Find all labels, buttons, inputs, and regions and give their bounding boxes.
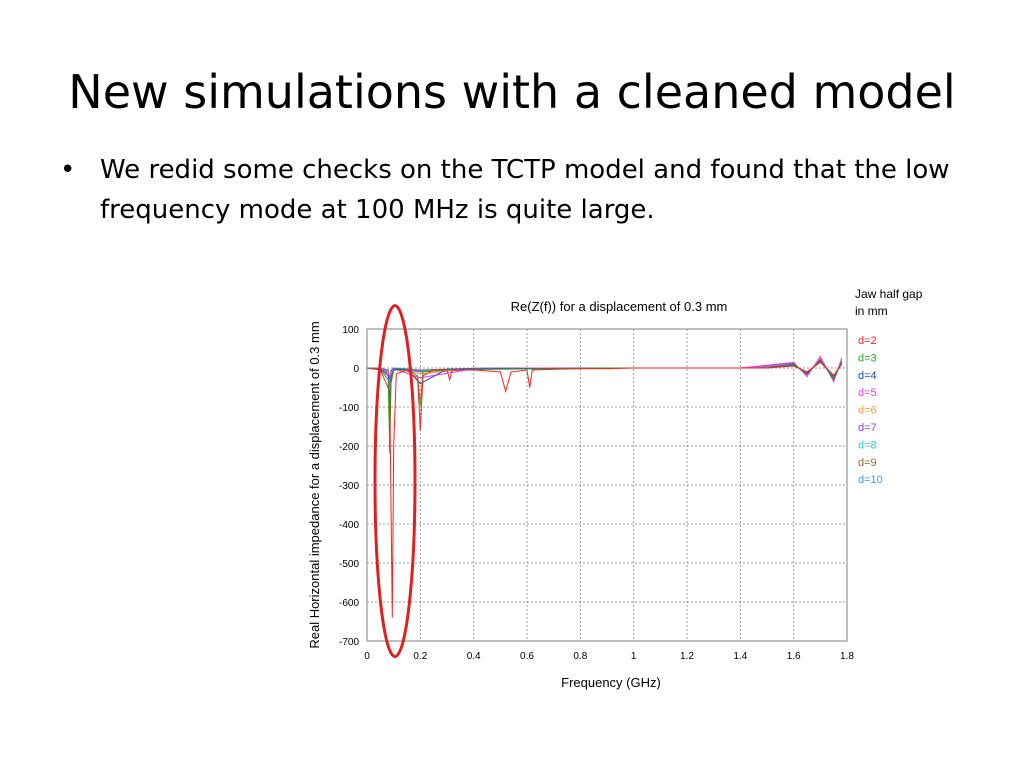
series-line [366,361,843,618]
y-tick-label: -100 [339,403,359,414]
bullet-marker: • [60,155,76,185]
x-tick-label: 1 [631,651,637,662]
x-tick-labels: 0 0.2 0.4 0.6 0.8 1 1.2 1.4 1.6 1.8 [364,651,854,662]
y-axis-label: Real Horizontal impedance for a displace… [307,321,322,648]
legend-entry: d=2 [858,335,877,347]
legend-entry: d=8 [858,439,877,451]
bullet-text: We redid some checks on the TCTP model a… [100,155,950,225]
x-tick-label: 0.4 [467,651,481,662]
y-tick-label: 0 [353,364,359,375]
legend-entry: d=5 [858,387,877,399]
x-tick-label: 1.2 [680,651,694,662]
x-tick-label: 0 [364,651,370,662]
legend-entry: d=9 [858,457,877,469]
y-tick-label: -700 [339,637,359,648]
y-tick-labels: 100 0 -100 -200 -300 -400 -500 -600 -700 [339,325,359,648]
highlight-ellipse [373,304,417,659]
legend-entry: d=10 [858,474,883,486]
legend-title-line-2: in mm [855,304,888,318]
legend-title-line-1: Jaw half gap [855,287,923,301]
y-tick-label: 100 [342,325,359,336]
plot-area: 100 0 -100 -200 -300 -400 -500 -600 -700 0 0.2 0.4… [339,304,854,662]
y-tick-label: -200 [339,442,359,453]
y-tick-label: -300 [339,481,359,492]
y-tick-label: -500 [339,559,359,570]
legend-entry: d=6 [858,405,877,417]
legend-entry: d=3 [858,352,877,364]
x-tick-label: 1.8 [840,651,854,662]
x-tick-label: 1.4 [733,651,747,662]
chart-title: Re(Z(f)) for a displacement of 0.3 mm [511,299,728,314]
impedance-chart: 100 0 -100 -200 -300 -400 -500 -600 -700 0 0.2 0.4… [307,287,923,690]
x-tick-label: 1.6 [787,651,801,662]
plot-border [366,328,848,642]
legend-entries: d=2 d=3 d=4 d=5 d=6 d=7 d=8 d=9 d=10 [858,335,883,486]
legend-entry: d=7 [858,422,877,434]
legend-entry: d=4 [858,370,877,382]
x-tick-label: 0.8 [573,651,587,662]
grid-lines [367,329,847,641]
bullet-list: • We redid some checks on the TCTP model… [60,150,960,230]
x-tick-label: 0.2 [413,651,427,662]
x-tick-label: 0.6 [520,651,534,662]
legend: Jaw half gap in mm d=2 d=3 d=4 d=5 d=6 d=7 d=8… [855,287,923,486]
y-tick-label: -400 [339,520,359,531]
x-axis-label: Frequency (GHz) [561,675,661,690]
slide-title: New simulations with a cleaned model [68,65,956,119]
series-lines [366,355,843,618]
bullet-item: • We redid some checks on the TCTP model… [60,150,960,230]
y-tick-label: -600 [339,598,359,609]
